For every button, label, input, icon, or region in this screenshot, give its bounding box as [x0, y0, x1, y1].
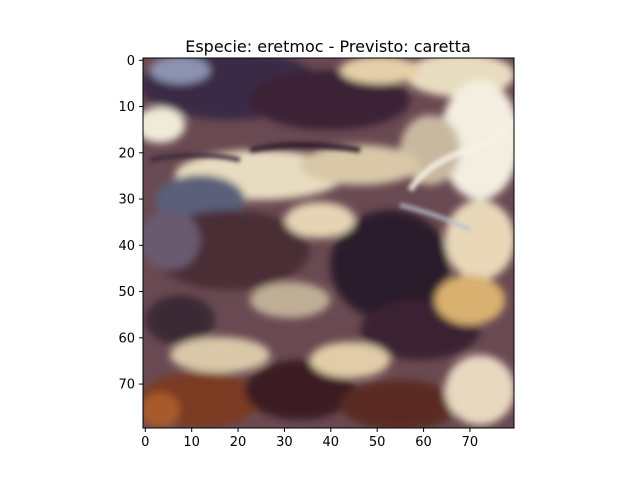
x-tick-label: 70	[462, 435, 479, 450]
figure-title: Especie: eretmoc - Previsto: caretta	[185, 37, 471, 56]
x-tick-label: 30	[276, 435, 293, 450]
x-tick-label: 0	[141, 435, 149, 450]
axes-frame	[142, 57, 515, 429]
x-tick-label: 40	[323, 435, 340, 450]
shell-image	[143, 58, 514, 428]
y-tick-label: 30	[118, 193, 135, 208]
y-tick-label: 10	[118, 100, 135, 115]
y-axis-ticks: 0 10 20 30 40 50 60 70	[118, 54, 143, 393]
y-tick-label: 60	[118, 331, 135, 346]
y-tick-label: 0	[127, 54, 135, 69]
y-tick-label: 20	[118, 146, 135, 161]
x-axis-ticks: 0 10 20 30 40 50 60 70	[141, 428, 478, 450]
x-tick-label: 60	[415, 435, 432, 450]
y-tick-label: 70	[118, 378, 135, 393]
x-tick-label: 50	[369, 435, 386, 450]
y-tick-label: 40	[118, 239, 135, 254]
x-tick-label: 20	[230, 435, 247, 450]
y-tick-label: 50	[118, 285, 135, 300]
x-tick-label: 10	[183, 435, 200, 450]
